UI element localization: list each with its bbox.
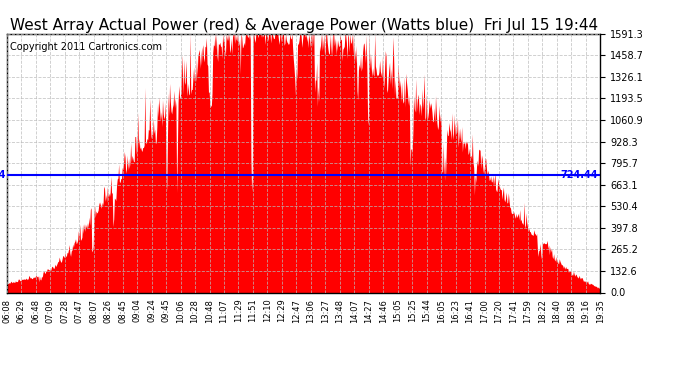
Text: Copyright 2011 Cartronics.com: Copyright 2011 Cartronics.com: [10, 42, 162, 51]
Text: 724.44: 724.44: [560, 170, 598, 180]
Title: West Array Actual Power (red) & Average Power (Watts blue)  Fri Jul 15 19:44: West Array Actual Power (red) & Average …: [10, 18, 598, 33]
Text: 724.44: 724.44: [0, 170, 6, 180]
